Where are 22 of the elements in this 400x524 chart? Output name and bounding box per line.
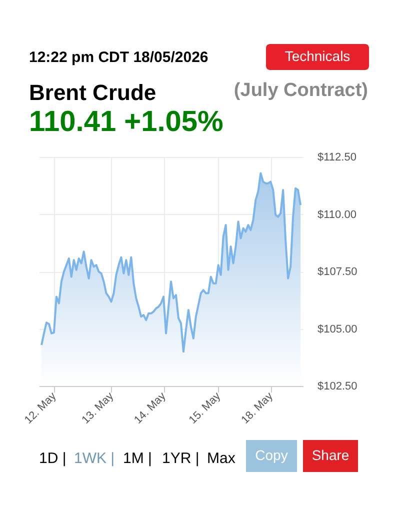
text: Share <box>312 447 350 463</box>
x-tick-label: 15. May <box>186 390 224 426</box>
y-tick-label: $110.00 <box>318 208 356 221</box>
chart-title: Brent Crude <box>29 80 156 105</box>
y-tick-label: $107.50 <box>318 266 358 278</box>
y-tick-label: $112.50 <box>318 152 356 164</box>
x-tick-label: 18. May <box>239 390 276 426</box>
text: 1YR | <box>162 450 200 467</box>
text: Max <box>207 450 236 467</box>
text: 110.41 +1.05% <box>29 106 224 138</box>
x-tick-label: 14. May <box>132 390 169 426</box>
text: Technicals <box>284 48 350 64</box>
y-tick-label: $102.50 <box>318 380 358 392</box>
text: 1M | <box>123 450 152 467</box>
text: 1WK | <box>74 450 115 467</box>
chart-subtitle: (July Contract) <box>234 80 368 101</box>
x-tick-label: 13. May <box>80 390 116 426</box>
text: 1D | <box>39 450 66 467</box>
text: 12:22 pm CDT 18/05/2026 <box>29 49 208 66</box>
y-tick-label: $105.00 <box>318 323 358 336</box>
text: Copy <box>255 447 288 463</box>
x-tick-label: 12. May <box>22 390 60 426</box>
